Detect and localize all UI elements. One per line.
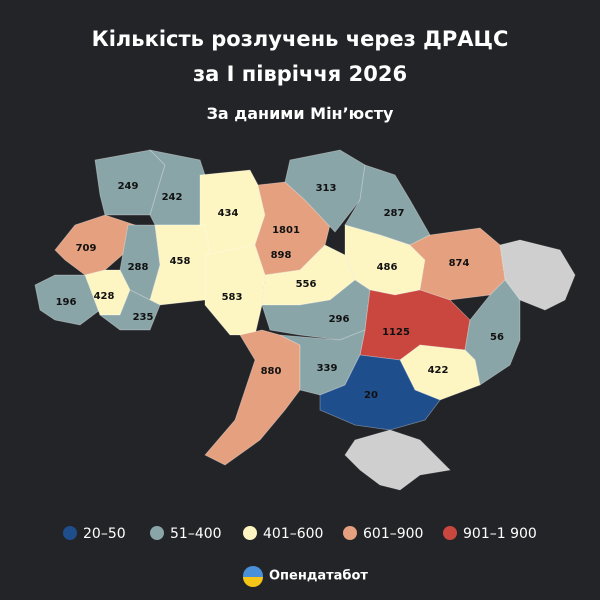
- region-labels: 249 242 434 1801 898 313 287 709 288 458 583 556 486…: [56, 181, 504, 401]
- region-value: 313: [316, 183, 337, 194]
- region-value: 1125: [382, 327, 410, 338]
- region: [204, 329, 301, 466]
- brand-logo-half: [243, 577, 263, 587]
- region-value: 20: [364, 390, 378, 401]
- region: [464, 279, 521, 386]
- region-value: 196: [56, 297, 77, 308]
- legend-label: 601–900: [363, 526, 423, 542]
- region-value: 339: [317, 363, 338, 374]
- region: [149, 224, 211, 306]
- region: [98, 289, 161, 331]
- legend-label: 901–1 900: [463, 526, 537, 542]
- region-value: 583: [222, 292, 243, 303]
- legend-swatch: [243, 526, 257, 540]
- region-value: 288: [128, 262, 149, 273]
- region-value: 235: [133, 312, 154, 323]
- title-line: Кількість розлучень через ДРАЦС: [92, 27, 509, 51]
- region-value: 242: [162, 192, 183, 203]
- legend-swatch: [63, 526, 77, 540]
- legend: 20–50 51–400 401–600 601–900 901–1 900: [63, 526, 537, 542]
- legend-label: 20–50: [83, 526, 126, 542]
- region-no-data: [499, 239, 576, 311]
- region-value: 898: [271, 250, 292, 261]
- region-value: 434: [218, 208, 239, 219]
- region-value: 428: [94, 291, 115, 302]
- region-value: 287: [384, 208, 405, 219]
- title-line: за І півріччя 2026: [193, 62, 407, 86]
- region-value: 556: [296, 279, 317, 290]
- region-value: 1801: [272, 225, 300, 236]
- region: [399, 344, 481, 401]
- region-value: 422: [428, 365, 449, 376]
- region-value: 880: [261, 366, 282, 377]
- regions: [34, 149, 576, 491]
- region: [204, 244, 266, 336]
- region-value: 249: [118, 181, 139, 192]
- legend-label: 51–400: [170, 526, 222, 542]
- region-value: 709: [76, 243, 97, 254]
- region-value: 874: [449, 258, 470, 269]
- region-value: 458: [170, 256, 191, 267]
- region: [284, 149, 366, 233]
- legend-label: 401–600: [263, 526, 323, 542]
- subtitle: За даними Мін’юсту: [207, 104, 394, 123]
- legend-swatch: [443, 526, 457, 540]
- region: [319, 354, 441, 431]
- region: [34, 274, 101, 326]
- region-value: 296: [329, 314, 350, 325]
- brand: Опендатабот: [269, 569, 368, 584]
- region-value: 56: [490, 332, 504, 343]
- region-value: 486: [377, 262, 398, 273]
- legend-swatch: [343, 526, 357, 540]
- legend-swatch: [150, 526, 164, 540]
- region-no-data: [344, 429, 451, 491]
